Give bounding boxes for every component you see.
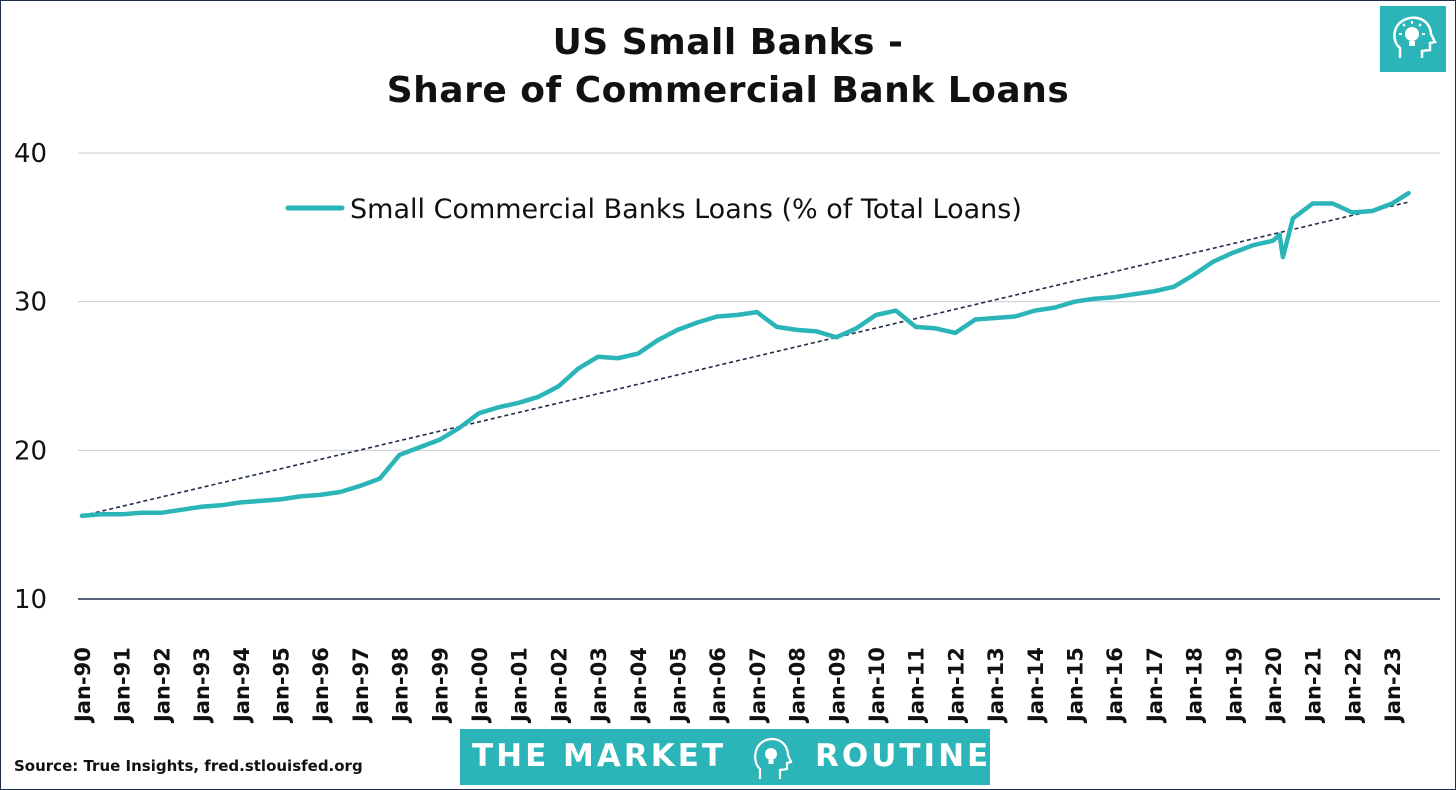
trendline [81,201,1409,517]
chart-title-line2: Share of Commercial Bank Loans [386,70,1070,111]
x-tick-label: Jan-90 [71,647,95,724]
x-tick-label: Jan-14 [1024,647,1048,724]
x-tick-label: Jan-20 [1262,647,1286,724]
x-tick-label: Jan-19 [1222,647,1246,724]
gridlines [78,152,1440,600]
source-note: Source: True Insights, fred.stlouisfed.o… [14,757,363,775]
trendline-layer [81,201,1409,517]
x-tick-label: Jan-94 [230,647,254,724]
chart-title-line1: US Small Banks - [552,22,904,63]
legend-entry: Small Commercial Banks Loans (% of Total… [350,194,1022,225]
x-tick-label: Jan-04 [627,647,651,724]
x-axis-ticks: Jan-90 Jan-91 Jan-92 Jan-93 Jan-94 Jan-95 Jan-… [71,647,1405,724]
x-tick-label: Jan-21 [1302,647,1326,724]
x-tick-label: Jan-15 [1064,647,1088,724]
x-tick-label: Jan-11 [905,647,929,724]
x-tick-label: Jan-17 [1143,647,1167,724]
x-tick-label: Jan-08 [786,647,810,724]
y-tick-label: 40 [14,139,47,169]
x-tick-label: Jan-93 [190,647,214,724]
x-tick-label: Jan-10 [865,647,889,724]
banner-word-1: THE MARKET [472,738,727,774]
x-tick-label: Jan-02 [547,647,571,724]
x-tick-label: Jan-22 [1341,647,1365,724]
y-tick-label: 10 [14,585,47,615]
banner-word-2: ROUTINE [815,738,992,774]
y-tick-label: 20 [14,436,47,466]
brand-banner: THE MARKET ROUTINE [460,729,990,785]
x-tick-label: Jan-03 [587,647,611,724]
x-tick-label: Jan-91 [111,647,135,724]
head-lightbulb-icon [748,731,794,781]
x-tick-label: Jan-12 [944,647,968,724]
x-tick-label: Jan-00 [468,647,492,724]
x-tick-label: Jan-98 [389,647,413,724]
x-tick-label: Jan-05 [667,647,691,724]
x-tick-label: Jan-07 [746,647,770,724]
legend: Small Commercial Banks Loans (% of Total… [285,194,1022,225]
x-tick-label: Jan-99 [428,647,452,724]
x-tick-label: Jan-06 [706,647,730,724]
series-line-small-banks-loans [79,190,1411,518]
series-layer [79,190,1411,518]
x-tick-label: Jan-92 [150,647,174,724]
x-tick-label: Jan-23 [1381,647,1405,724]
x-tick-label: Jan-95 [270,647,294,724]
x-tick-label: Jan-13 [984,647,1008,724]
x-tick-label: Jan-97 [349,647,373,724]
x-tick-label: Jan-96 [309,647,333,724]
y-axis-ticks: 10 20 30 40 [14,139,47,615]
x-tick-label: Jan-16 [1103,647,1127,724]
head-lightbulb-icon [1380,6,1446,72]
x-tick-label: Jan-01 [508,647,532,724]
y-tick-label: 30 [14,288,47,318]
x-tick-label: Jan-18 [1183,647,1207,724]
x-tick-label: Jan-09 [825,647,849,724]
